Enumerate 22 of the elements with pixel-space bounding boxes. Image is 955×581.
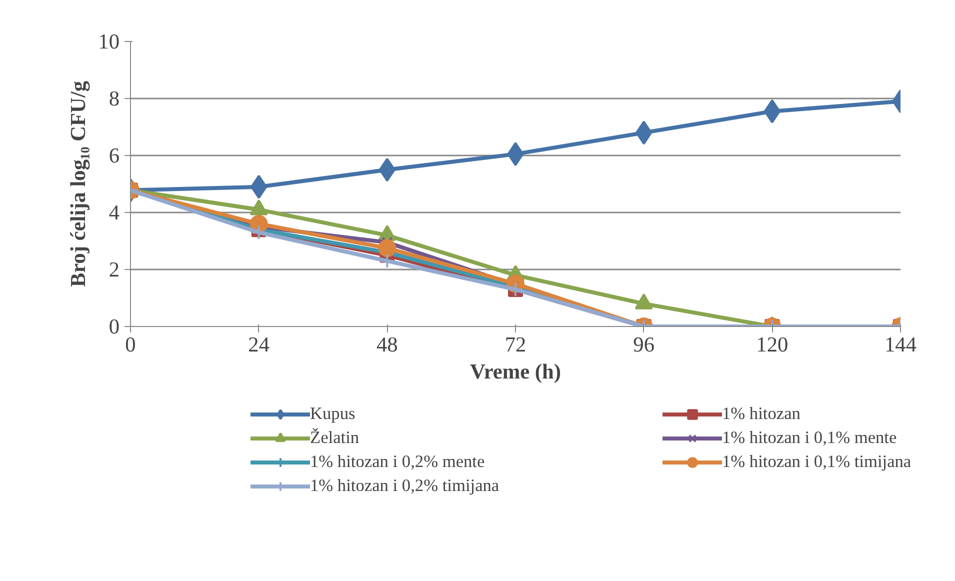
x-tick-label: 48 — [376, 332, 398, 356]
x-tick-label: 72 — [504, 332, 526, 356]
y-tick-label: 4 — [108, 200, 120, 224]
y-tick-label: 2 — [108, 258, 120, 282]
y-axis-title: Broj ćelija log₁₀ CFU/g — [66, 80, 90, 288]
y-tick-label: 8 — [108, 86, 120, 110]
legend-label: 1% hitozan i 0,1% mente — [722, 427, 898, 449]
x-tick-label: 144 — [884, 332, 917, 356]
legend-label: 1% hitozan i 0,2% timijana — [310, 475, 500, 497]
x-tick-label: 96 — [633, 332, 655, 356]
x-axis-title: Vreme (h) — [470, 360, 561, 384]
y-tick-label: 0 — [108, 314, 120, 338]
x-tick-label: 24 — [248, 332, 270, 356]
y-tick-label: 6 — [108, 144, 120, 168]
x-tick-label: 0 — [125, 332, 136, 356]
legend-label: 1% hitozan i 0,2% mente — [310, 451, 486, 473]
legend-label: 1% hitozan i 0,1% timijana — [722, 451, 912, 473]
legend-label: Kupus — [310, 403, 356, 425]
legend-label: 1% hitozan — [722, 403, 802, 425]
legend-label: Želatin — [310, 427, 360, 449]
y-tick-label: 10 — [98, 30, 120, 54]
x-tick-label: 120 — [756, 332, 788, 356]
